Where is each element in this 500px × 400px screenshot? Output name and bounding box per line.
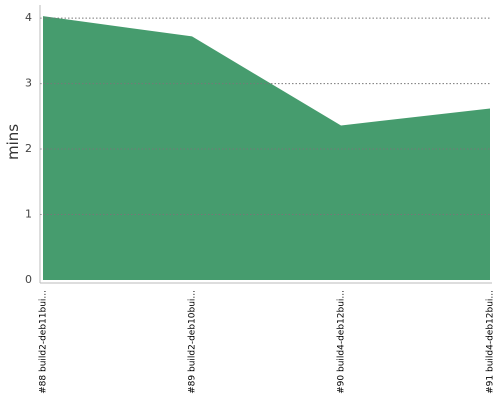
x-tick-label: #89 build2-deb10bui... [188, 290, 198, 394]
y-axis-label: mins [4, 124, 22, 160]
y-tick-label: 2 [25, 142, 32, 155]
y-tick-label: 3 [25, 77, 32, 90]
y-tick-label: 1 [25, 208, 32, 221]
x-tick-label: #91 build4-deb12bui... [486, 290, 496, 394]
x-tick-label: #88 build2-deb11bui... [39, 290, 49, 394]
area [43, 16, 490, 281]
y-tick-label: 0 [25, 273, 32, 286]
x-tick-label: #90 build4-deb12bui... [337, 290, 347, 394]
y-tick-label: 4 [25, 11, 32, 24]
